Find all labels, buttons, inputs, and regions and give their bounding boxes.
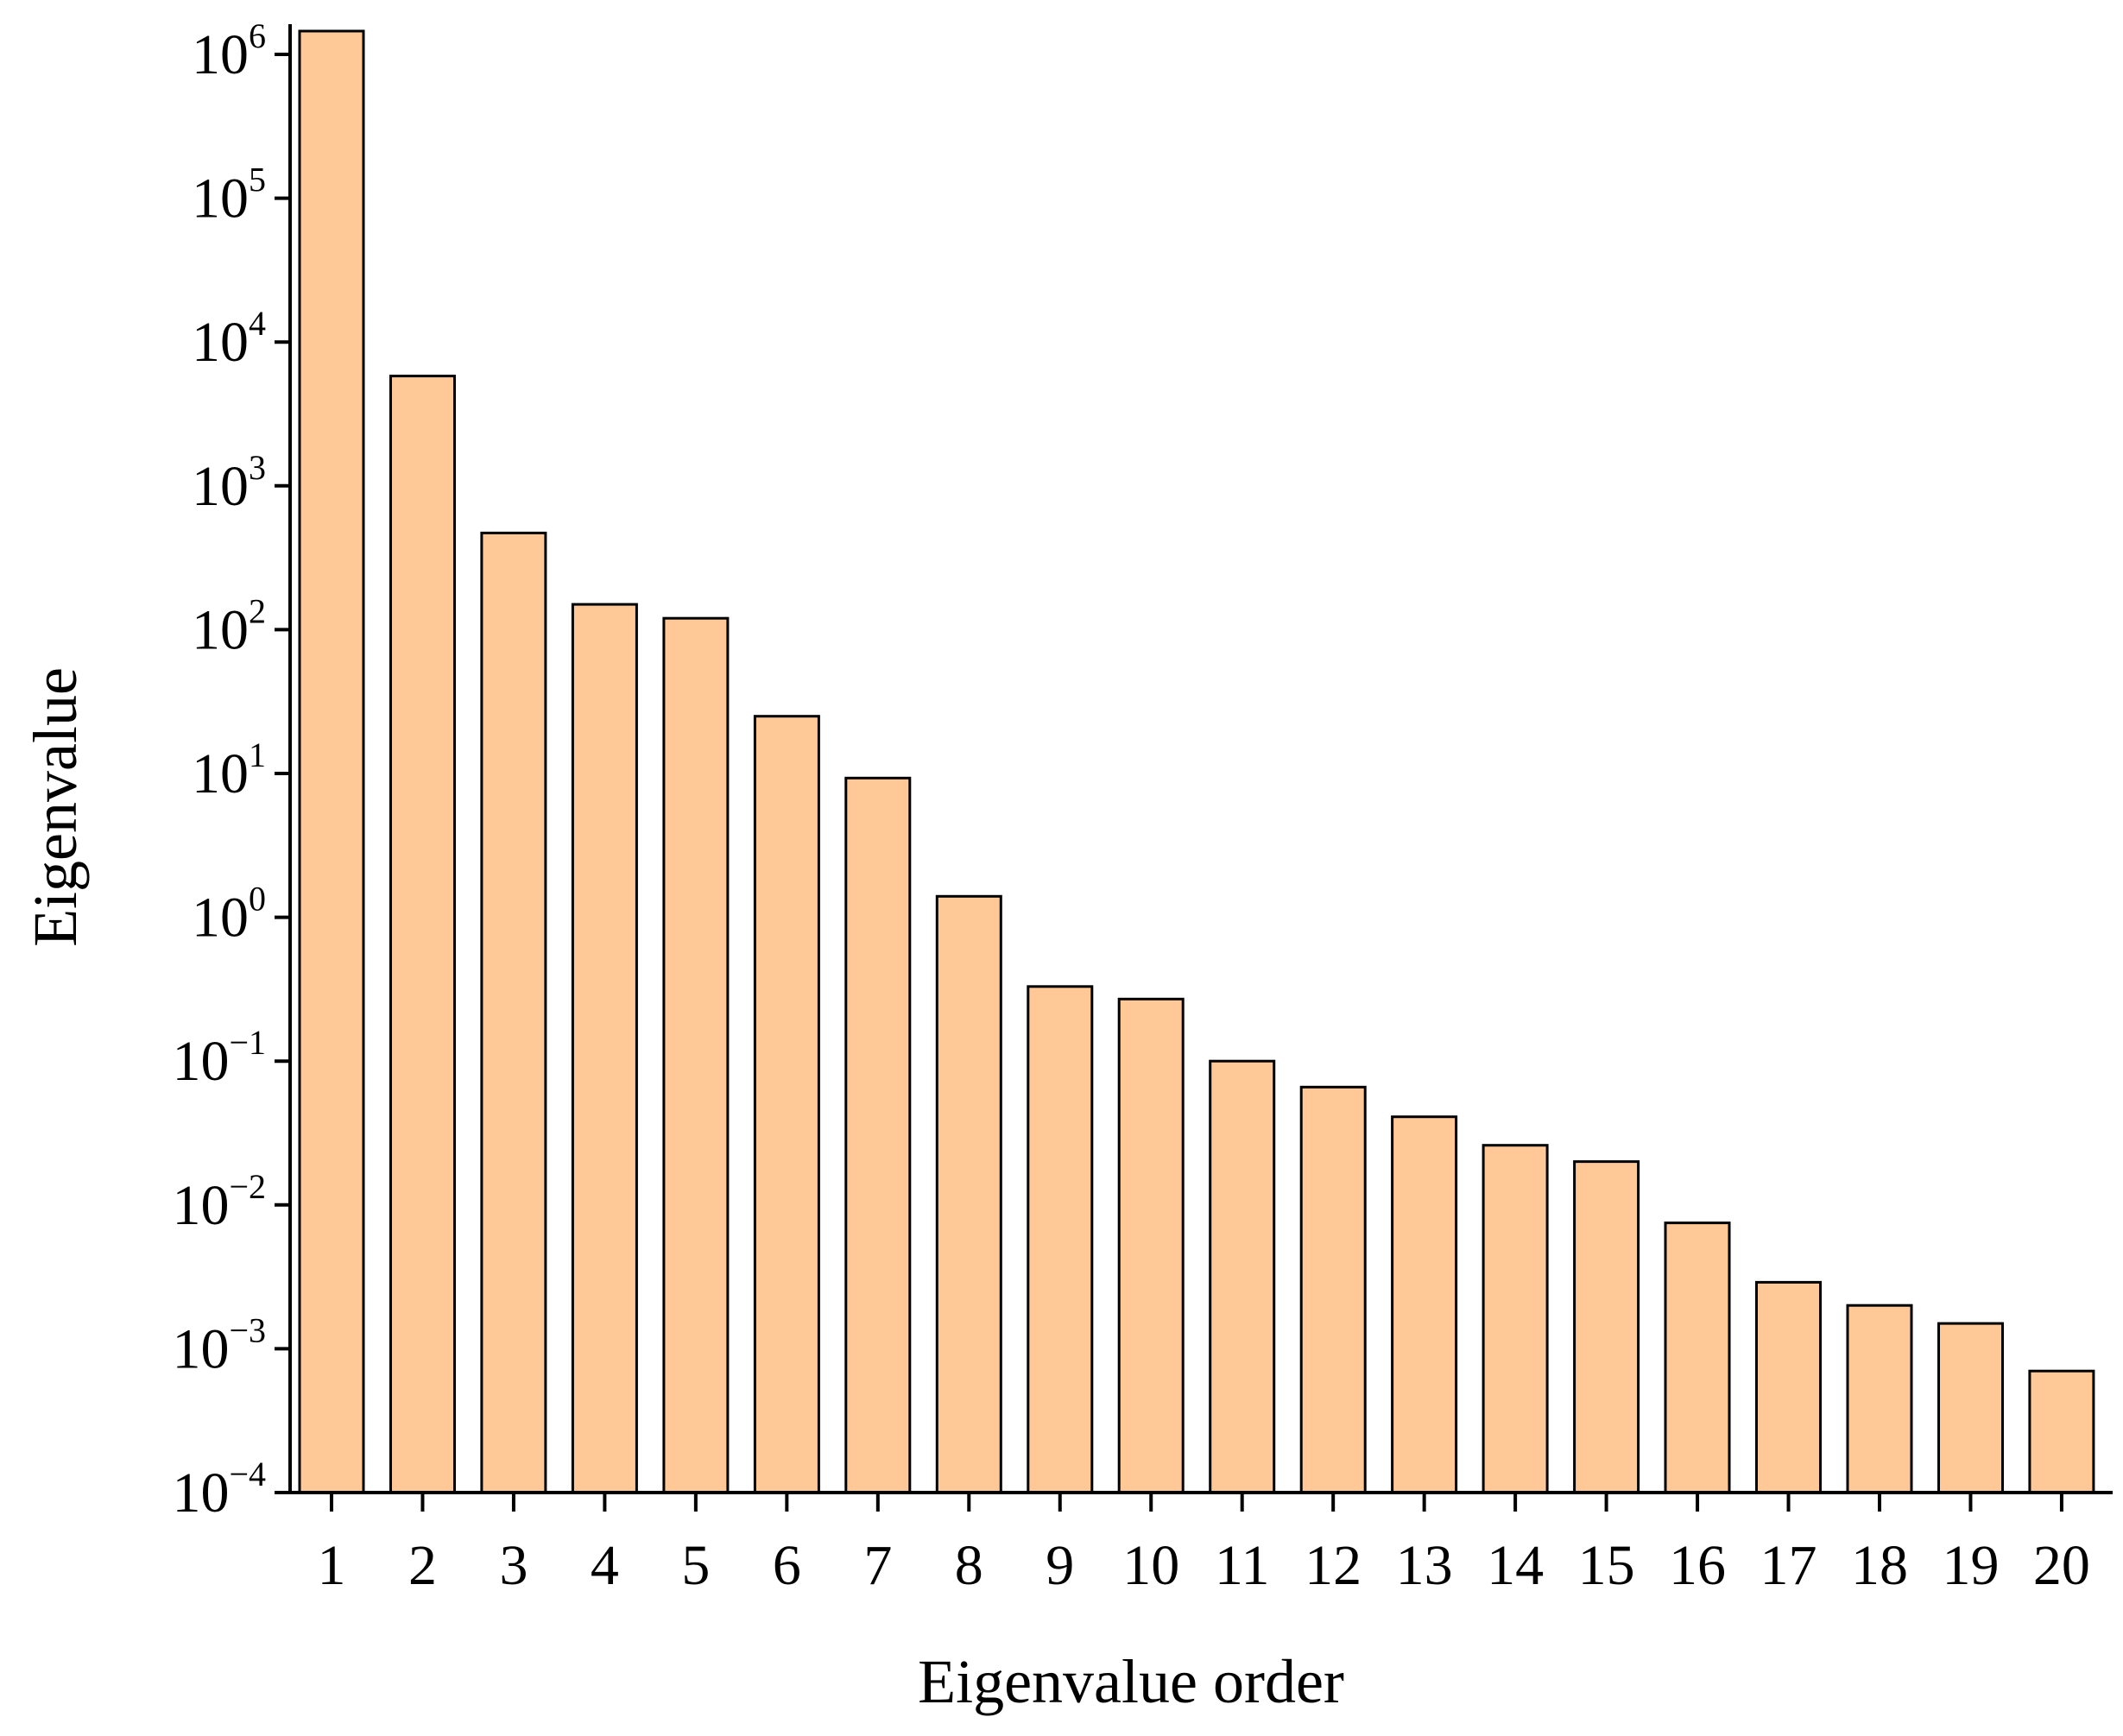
x-tick-label-12: 12 [1305, 1534, 1362, 1597]
x-tick-label-6: 6 [773, 1534, 801, 1597]
bars-group [298, 29, 2095, 1494]
x-tick-label-11: 11 [1215, 1534, 1270, 1597]
bar-14 [1482, 1144, 1549, 1494]
x-tick-label-3: 3 [499, 1534, 528, 1597]
y-tick-label: 10−1 [172, 1023, 266, 1093]
x-axis-title: Eigenvalue order [918, 1647, 1344, 1716]
x-tick-label-19: 19 [1942, 1534, 1999, 1597]
x-tick-label-13: 13 [1396, 1534, 1453, 1597]
x-tick-label-18: 18 [1851, 1534, 1908, 1597]
bar-20 [2028, 1369, 2095, 1494]
bar-16 [1664, 1222, 1731, 1494]
y-tick-label: 10−2 [172, 1167, 266, 1237]
x-tick-label-14: 14 [1487, 1534, 1544, 1597]
bar-12 [1299, 1085, 1367, 1494]
y-tick-label: 106 [192, 16, 266, 86]
bar-3 [480, 531, 547, 1494]
x-tick-label-7: 7 [863, 1534, 892, 1597]
bar-2 [389, 375, 456, 1494]
x-tick-label-8: 8 [955, 1534, 983, 1597]
x-tick-label-5: 5 [681, 1534, 710, 1597]
bar-5 [662, 616, 730, 1494]
bar-18 [1846, 1304, 1913, 1494]
x-tick-label-20: 20 [2033, 1534, 2090, 1597]
x-tick-label-15: 15 [1578, 1534, 1635, 1597]
bar-15 [1573, 1160, 1640, 1494]
y-tick-label: 102 [192, 591, 266, 661]
bar-13 [1391, 1115, 1458, 1494]
y-tick-label: 10−4 [172, 1455, 266, 1525]
bar-10 [1117, 997, 1185, 1494]
x-tick-label-1: 1 [318, 1534, 346, 1597]
x-tick-label-10: 10 [1122, 1534, 1179, 1597]
x-tick-label-9: 9 [1046, 1534, 1074, 1597]
bar-8 [935, 894, 1002, 1494]
bar-1 [298, 29, 365, 1494]
axes-group [288, 24, 2113, 1494]
x-tick-label-2: 2 [408, 1534, 437, 1597]
y-tick-label: 105 [192, 161, 266, 230]
bar-19 [1937, 1322, 2004, 1494]
x-tick-label-17: 17 [1760, 1534, 1817, 1597]
y-tick-label: 104 [192, 304, 266, 374]
y-tick-label: 100 [192, 880, 266, 950]
y-tick-label: 10−3 [172, 1310, 266, 1380]
bar-17 [1755, 1280, 1822, 1494]
bar-7 [844, 776, 912, 1494]
bar-4 [571, 603, 638, 1494]
bar-6 [753, 715, 820, 1494]
bar-11 [1209, 1059, 1276, 1494]
x-tick-label-16: 16 [1669, 1534, 1726, 1597]
x-tick-label-4: 4 [591, 1534, 619, 1597]
y-axis-title: Eigenvalue [21, 667, 90, 947]
y-tick-label: 101 [192, 735, 266, 805]
y-tick-label: 103 [192, 448, 266, 518]
bar-9 [1027, 985, 1094, 1494]
y-ticks-group: 10−4 10−3 10−2 10−1 100 101 102 103 104 105 106 [172, 16, 290, 1525]
x-ticks-group: 1 2 3 4 5 6 7 8 9 10 11 12 13 14 15 16 17 18 19 20 [318, 1493, 2090, 1597]
